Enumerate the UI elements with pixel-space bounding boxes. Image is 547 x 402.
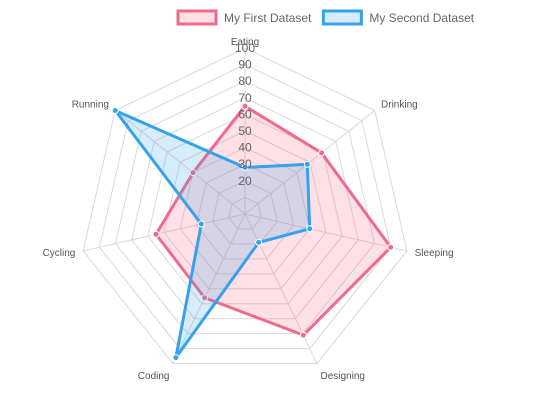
legend-swatch-2: [321, 9, 363, 26]
grid-ring-90: [98, 64, 392, 350]
grid-ring-100: [82, 47, 408, 365]
grid-ring-50: [163, 130, 327, 290]
tick-label-80: 80: [238, 74, 252, 88]
grid-ring-40: [179, 147, 311, 275]
axis-label-eating: Eating: [231, 37, 259, 48]
datasets: [111, 102, 395, 362]
grid-ring-20: [212, 180, 278, 245]
series-1-area: [154, 104, 393, 337]
tick-label-90: 90: [238, 58, 252, 72]
point-labels: Eating Drinking Sleeping Designing Coding Cyc…: [43, 37, 454, 382]
series-1-point-coding[interactable]: [201, 294, 209, 302]
series-2-point-cycling[interactable]: [197, 220, 205, 228]
legend-label-1: My First Dataset: [224, 11, 312, 25]
axis-label-running: Running: [72, 99, 109, 110]
series-2-point-running[interactable]: [111, 107, 119, 115]
grid-ring-60: [147, 113, 343, 305]
series-2-point-sleeping[interactable]: [306, 225, 314, 233]
grid-ring-10: [228, 196, 262, 230]
spoke-3: [244, 213, 318, 364]
legend-label-2: My Second Dataset: [369, 11, 474, 25]
axis-label-coding: Coding: [138, 371, 170, 382]
legend-swatch-1: [176, 9, 218, 26]
spoke-5: [83, 213, 246, 252]
series-2-point-drinking[interactable]: [303, 160, 311, 168]
series-1-point-sleeping[interactable]: [387, 243, 395, 251]
legend: My First Dataset My Second Dataset: [176, 9, 475, 26]
tick-label-60: 60: [238, 107, 252, 121]
tick-label-40: 40: [238, 141, 252, 155]
series-1-point-drinking[interactable]: [318, 149, 326, 157]
axis-label-cycling: Cycling: [43, 248, 76, 259]
grid-ring-30: [195, 163, 295, 260]
legend-item-1[interactable]: My First Dataset: [176, 9, 312, 26]
series-1-point-eating[interactable]: [241, 102, 249, 110]
tick-label-70: 70: [238, 91, 252, 105]
spoke-2: [244, 213, 407, 252]
tick-label-100: 100: [235, 41, 255, 55]
axis-label-designing: Designing: [320, 371, 364, 382]
spoke-6: [114, 110, 246, 215]
legend-item-2[interactable]: My Second Dataset: [321, 9, 475, 26]
radial-ticks: 20 30 40 50 60 70 80 90 100: [235, 41, 255, 188]
tick-label-30: 30: [238, 157, 252, 171]
series-2-point-eating[interactable]: [241, 164, 249, 172]
series-2-point-coding[interactable]: [172, 354, 180, 362]
series-1-point-running[interactable]: [189, 169, 197, 177]
spoke-4: [172, 213, 246, 364]
radar-grid: [82, 47, 408, 365]
series-1-point-designing[interactable]: [299, 331, 307, 339]
axis-label-drinking: Drinking: [381, 99, 418, 110]
series-2-point-designing[interactable]: [255, 238, 263, 246]
grid-ring-80: [114, 80, 376, 335]
series-1-point-cycling[interactable]: [152, 230, 160, 238]
tick-label-20: 20: [238, 174, 252, 188]
tick-label-50: 50: [238, 124, 252, 138]
series-2-area: [113, 109, 312, 360]
axis-label-sleeping: Sleeping: [415, 248, 454, 259]
